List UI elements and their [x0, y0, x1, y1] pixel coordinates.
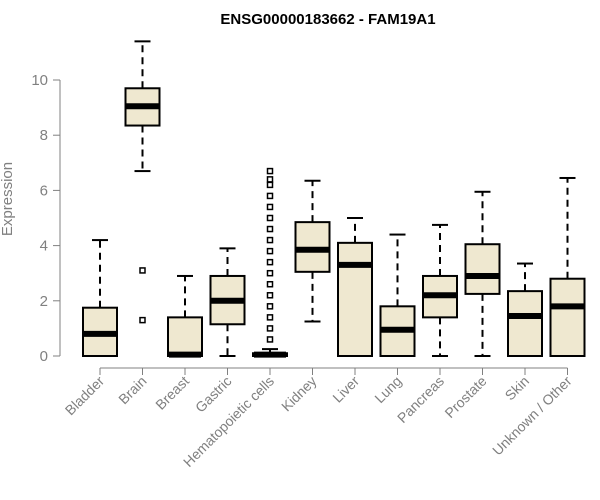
category-label: Unknown / Other [489, 373, 575, 459]
outlier-point [266, 303, 274, 310]
box-bladder [82, 239, 118, 358]
iqr-box [337, 241, 373, 357]
outlier-point [266, 236, 274, 244]
iqr-box [549, 277, 586, 357]
y-tick-label: 2 [40, 293, 48, 310]
box-kidney [294, 179, 331, 323]
box-lung [379, 233, 416, 358]
outlier-point [266, 214, 274, 222]
box-unknown-other [549, 176, 586, 357]
outlier-point [266, 258, 274, 266]
chart-title: ENSG00000183662 - FAM19A1 [220, 11, 435, 28]
y-tick-label: 8 [40, 127, 48, 144]
box-skin [507, 262, 543, 358]
iqr-box [167, 316, 203, 357]
y-tick-label: 10 [31, 72, 48, 89]
outlier-point [266, 247, 274, 255]
category-label: Lung [371, 373, 404, 406]
y-axis-label: Expression [0, 162, 16, 236]
outlier-point [266, 269, 274, 277]
outlier-point [266, 325, 274, 332]
outlier-point [266, 203, 274, 211]
y-tick-label: 6 [40, 182, 48, 199]
category-label: Prostate [441, 373, 489, 421]
outlier-point [139, 267, 146, 274]
iqr-box [464, 243, 501, 295]
outlier-point [266, 181, 274, 189]
category-label: Brain [115, 373, 149, 407]
outlier-point [266, 314, 274, 321]
category-label: Bladder [62, 373, 108, 419]
outlier-point [266, 292, 274, 299]
box-liver [337, 217, 373, 357]
iqr-box [507, 290, 543, 358]
box-brain [124, 40, 161, 324]
category-label: Liver [329, 373, 362, 406]
outlier-point [266, 225, 274, 233]
outlier-point [266, 192, 274, 200]
outlier-point [266, 176, 274, 183]
category-label: Kidney [278, 373, 320, 415]
outlier-point [139, 316, 146, 324]
outlier-point [266, 167, 274, 175]
y-tick-label: 4 [40, 238, 48, 255]
category-label: Breast [152, 373, 192, 413]
outlier-point [266, 280, 274, 288]
category-label: Skin [502, 373, 533, 404]
y-tick-label: 0 [40, 348, 48, 365]
box-hematopoietic-cells [252, 167, 288, 358]
box-gastric [209, 247, 246, 357]
category-label: Pancreas [394, 373, 447, 426]
outlier-point [266, 336, 274, 343]
box-pancreas [422, 223, 458, 357]
x-axis [99, 367, 568, 375]
boxes [82, 40, 586, 358]
box-breast [167, 274, 203, 358]
box-prostate [464, 190, 501, 357]
y-axis: 0 2 4 6 8 10 [31, 72, 61, 365]
